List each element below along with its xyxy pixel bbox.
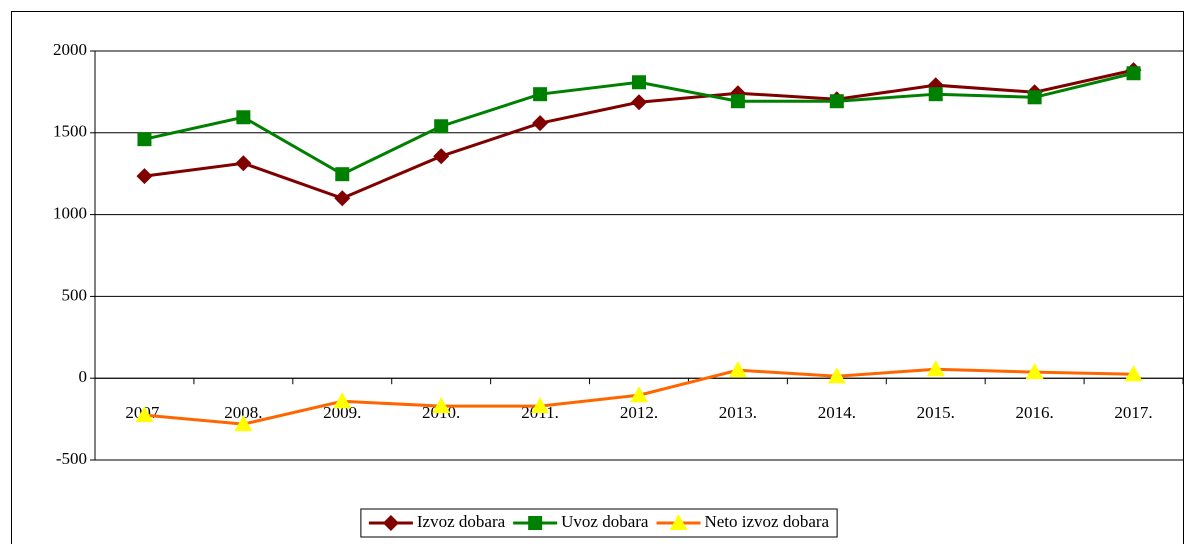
marker: [631, 94, 647, 111]
marker: [235, 155, 252, 172]
marker: [669, 514, 688, 530]
marker: [528, 516, 543, 530]
marker: [136, 168, 153, 185]
y-tick-label: -500: [56, 449, 87, 468]
marker: [333, 392, 352, 409]
x-tick-label: 2014.: [818, 403, 856, 422]
y-tick-label: 0: [79, 367, 88, 386]
x-tick-label: 2009.: [323, 403, 361, 422]
marker: [236, 110, 251, 125]
marker: [1126, 66, 1141, 81]
legend: Izvoz dobara Uvoz dobara Neto izvoz dobara: [360, 508, 838, 538]
marker: [532, 115, 549, 132]
legend-label: Izvoz dobara: [417, 512, 506, 531]
y-tick-label: 2000: [53, 40, 87, 59]
marker: [728, 361, 747, 378]
legend-label: Uvoz dobara: [561, 512, 649, 531]
legend-item: Izvoz dobara: [368, 512, 506, 531]
marker: [926, 360, 945, 377]
y-tick-label: 1000: [53, 204, 87, 223]
marker: [137, 132, 152, 147]
chart-border: [11, 11, 1184, 544]
marker: [827, 367, 846, 384]
legend-label: Neto izvoz dobara: [704, 512, 829, 531]
marker: [434, 119, 449, 134]
marker: [335, 167, 350, 182]
marker: [928, 87, 943, 102]
x-tick-label: 2017.: [1114, 403, 1152, 422]
marker: [334, 190, 351, 207]
marker: [632, 75, 646, 90]
legend-item: Neto izvoz dobara: [656, 512, 830, 531]
y-tick-label: 500: [62, 285, 88, 304]
marker: [1027, 90, 1042, 105]
marker: [382, 515, 399, 531]
marker: [829, 94, 844, 109]
marker: [730, 94, 745, 109]
x-tick-label: 2013.: [719, 403, 757, 422]
y-tick-label: 1500: [53, 122, 87, 141]
legend-item: Uvoz dobara: [513, 512, 649, 531]
marker: [1025, 363, 1044, 380]
marker: [1124, 365, 1143, 382]
marker: [531, 397, 550, 414]
marker: [135, 406, 154, 423]
x-tick-label: 2016.: [1016, 403, 1054, 422]
marker: [533, 87, 548, 102]
marker: [432, 397, 451, 414]
legend-box: [360, 508, 838, 538]
x-tick-label: 2012.: [620, 403, 658, 422]
marker: [433, 148, 450, 165]
x-tick-label: 2008.: [224, 403, 262, 422]
x-tick-label: 2015.: [917, 403, 955, 422]
marker: [234, 415, 253, 432]
marker: [630, 386, 648, 403]
